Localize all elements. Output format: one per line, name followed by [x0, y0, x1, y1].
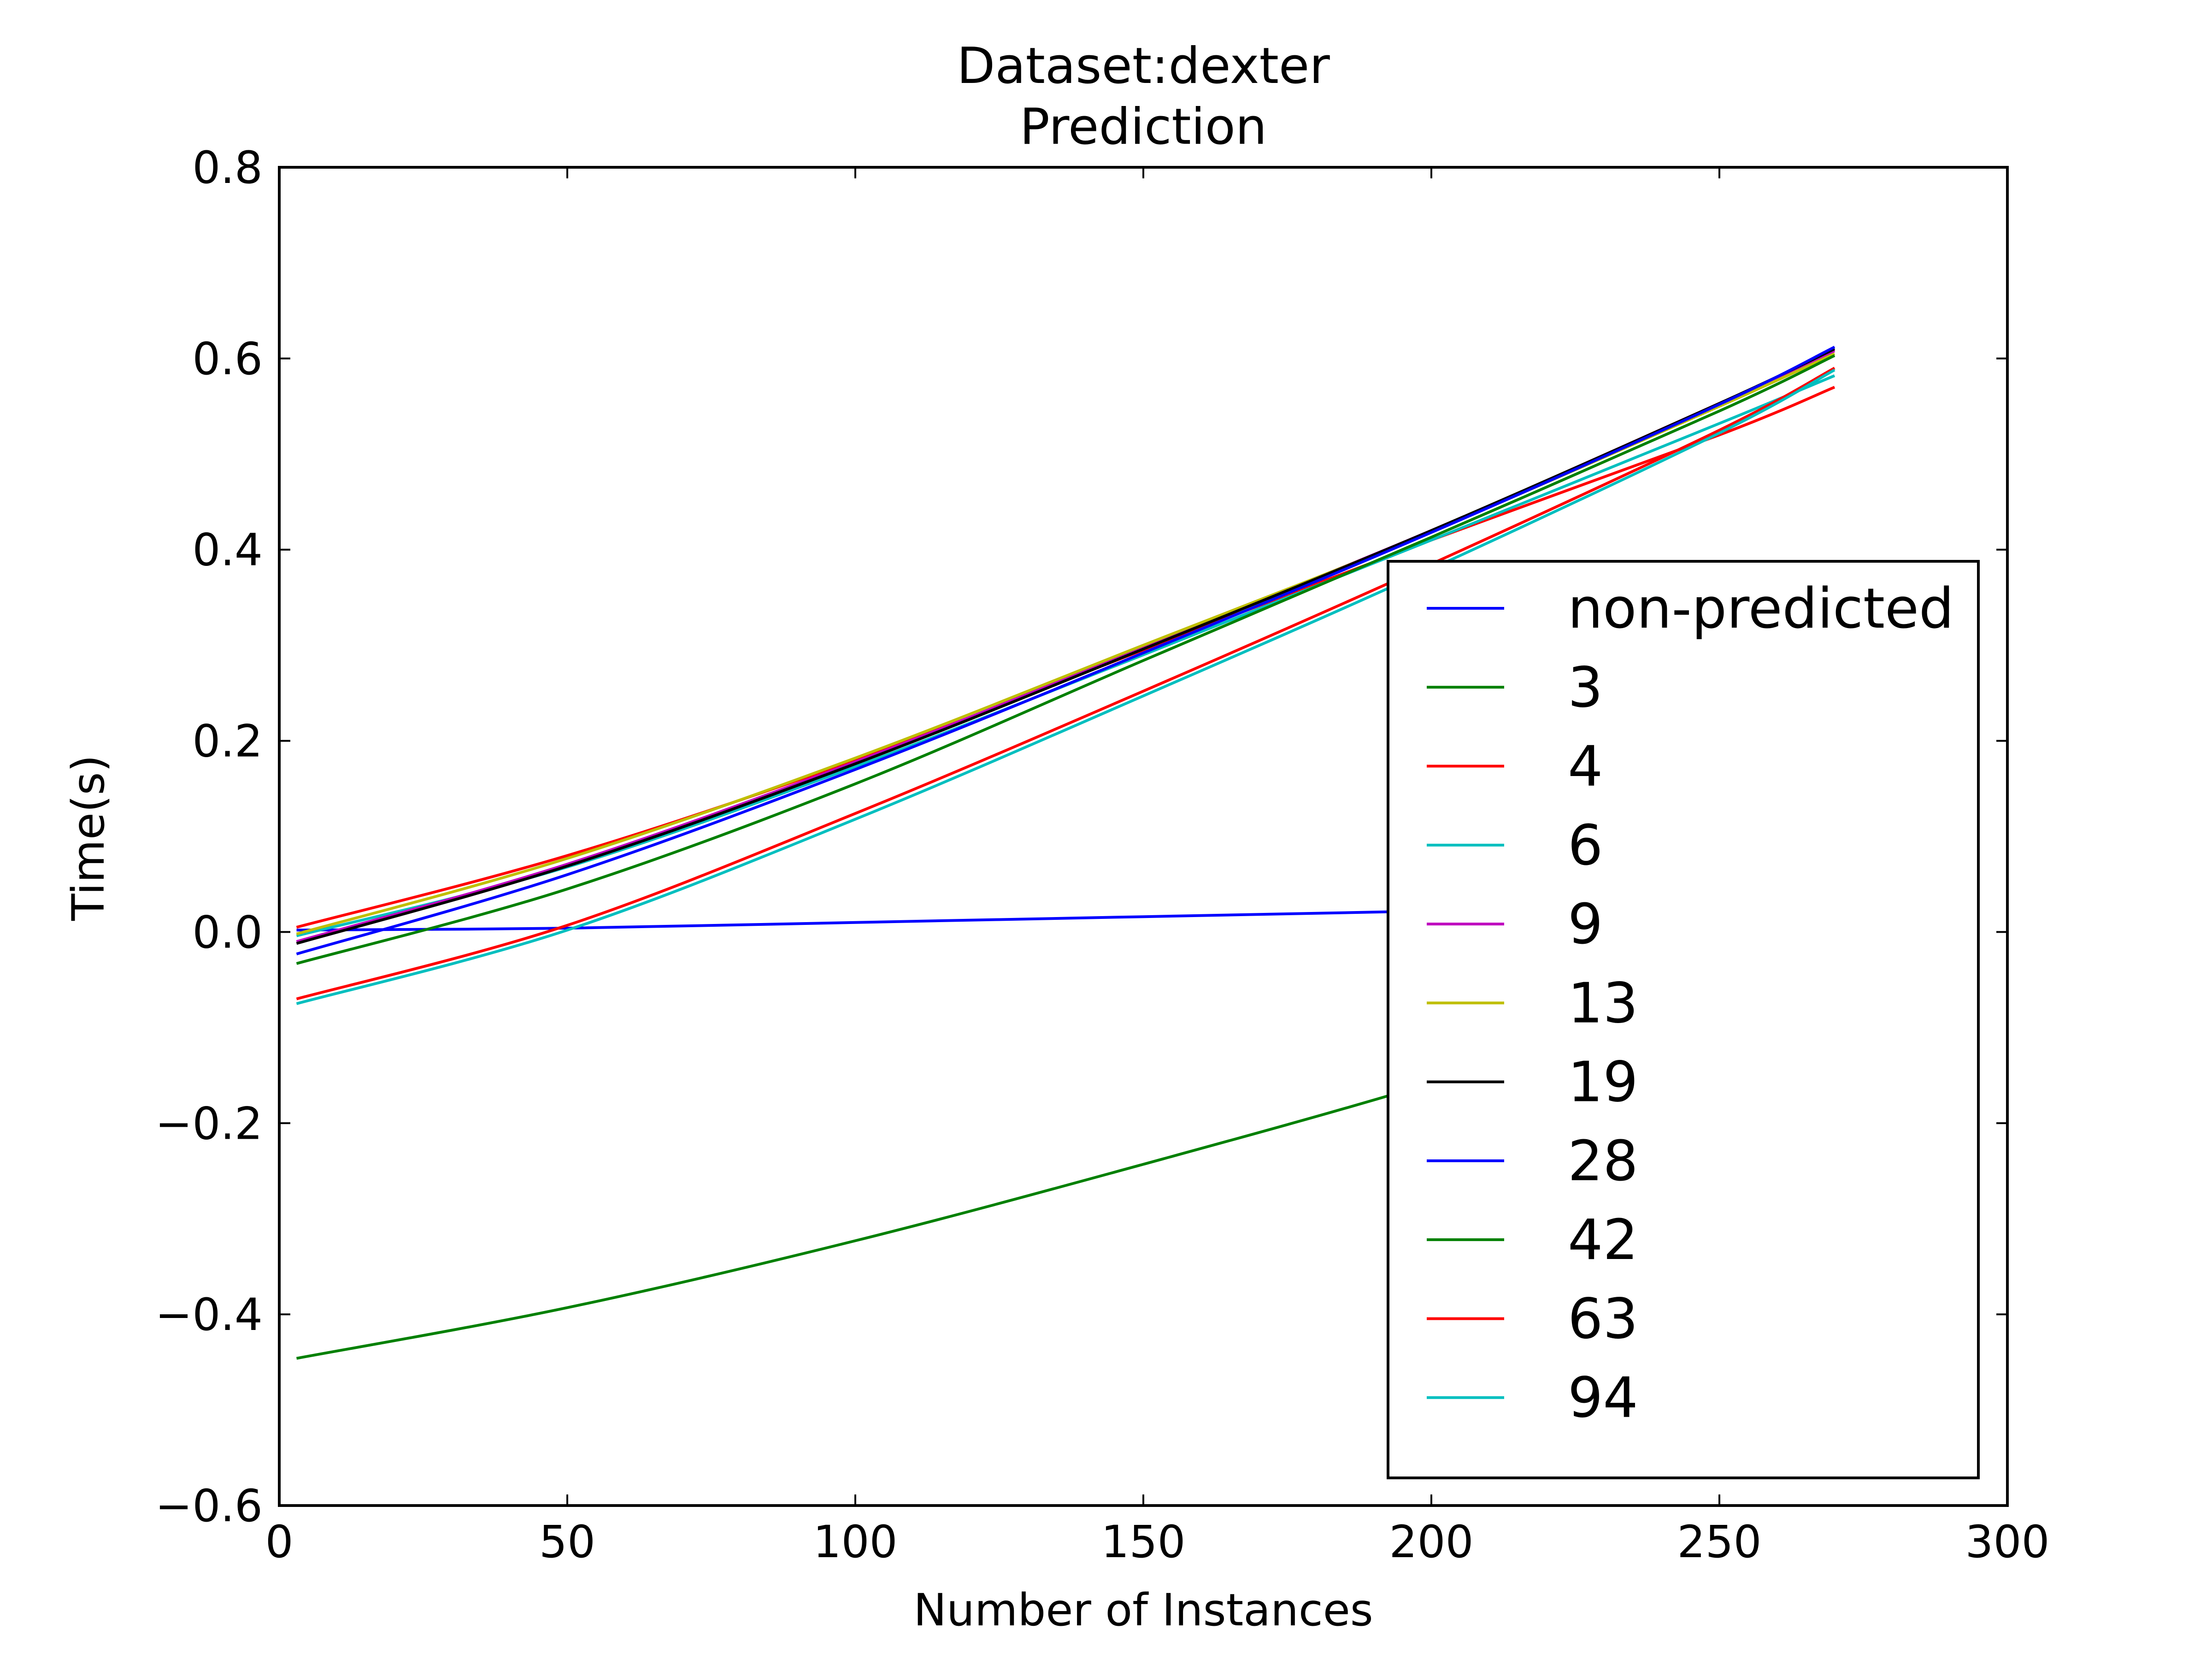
x-tick-label: 50 — [539, 1516, 595, 1568]
series-line-7 — [296, 346, 1835, 955]
y-tick-label: −0.4 — [155, 1289, 263, 1341]
plot-frame — [278, 166, 2009, 1507]
y-tick-label: 0.8 — [192, 142, 263, 194]
x-axis-label: Number of Instances — [913, 1584, 1373, 1636]
legend-label-7: 28 — [1568, 1130, 1638, 1194]
series-line-8 — [296, 354, 1835, 965]
x-tick-label: 100 — [813, 1516, 897, 1568]
legend-label-10: 94 — [1568, 1366, 1638, 1430]
y-tick-label: 0.6 — [192, 333, 263, 385]
y-tick-label: −0.2 — [155, 1098, 263, 1149]
chart-title: Dataset:dexter — [957, 37, 1330, 95]
series-line-10 — [296, 369, 1835, 1005]
x-tick-label: 200 — [1389, 1516, 1473, 1568]
legend-label-0: non-predicted — [1568, 577, 1954, 641]
legend-label-1: 3 — [1568, 656, 1603, 720]
chart-subtitle: Prediction — [1020, 98, 1267, 156]
y-tick-label: 0.0 — [192, 906, 263, 958]
series-line-9 — [296, 366, 1835, 1000]
x-tick-label: 150 — [1101, 1516, 1185, 1568]
legend-label-2: 4 — [1568, 735, 1603, 799]
x-tick-label: 0 — [265, 1516, 293, 1568]
y-tick-label: 0.4 — [192, 524, 263, 576]
x-tick-label: 300 — [1965, 1516, 2049, 1568]
y-tick-label: 0.2 — [192, 716, 263, 767]
legend-label-4: 9 — [1568, 893, 1603, 957]
legend-label-5: 13 — [1568, 971, 1638, 1035]
axis-ticks: 0 50 100 150 200 250 300 −0.6 −0.4 −0.2 0.0 0.2 0.4 0… — [155, 142, 2050, 1568]
legend-label-6: 19 — [1568, 1051, 1638, 1115]
x-tick-label: 250 — [1677, 1516, 1761, 1568]
y-tick-label: −0.6 — [155, 1480, 263, 1532]
legend-box — [1387, 560, 1980, 1479]
plot-area — [296, 346, 1835, 1360]
legend-label-3: 6 — [1568, 814, 1603, 878]
y-axis-label: Time(s) — [63, 755, 114, 921]
legend-label-9: 63 — [1568, 1287, 1638, 1351]
legend-label-8: 42 — [1568, 1208, 1638, 1272]
legend: non-predicted 3 4 6 9 13 19 28 42 63 94 — [1387, 560, 1980, 1479]
